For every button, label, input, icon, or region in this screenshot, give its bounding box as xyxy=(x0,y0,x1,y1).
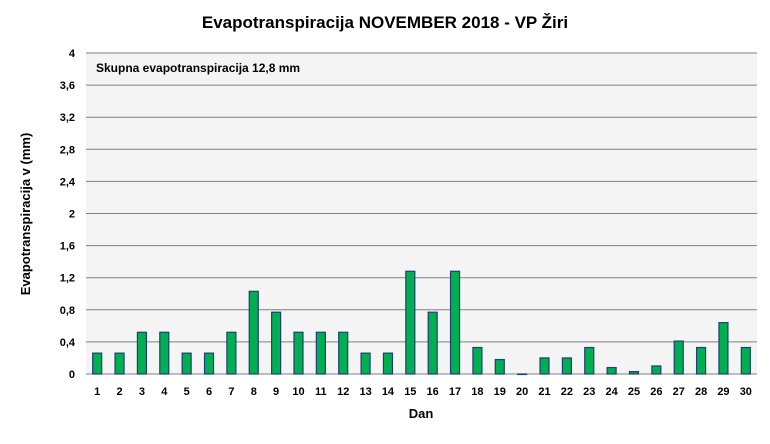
x-tick-label: 14 xyxy=(382,386,395,398)
y-tick-label: 1,2 xyxy=(60,273,75,285)
annotation-total: Skupna evapotranspiracija 12,8 mm xyxy=(96,61,300,75)
y-tick-label: 2,4 xyxy=(60,176,76,188)
x-tick-label: 27 xyxy=(673,386,685,398)
x-tick-label: 6 xyxy=(206,386,212,398)
bar-day-23 xyxy=(584,346,595,375)
bar-day-12 xyxy=(338,331,349,375)
bar-day-5 xyxy=(181,352,192,375)
bar-day-26 xyxy=(651,365,662,375)
x-tick-label: 12 xyxy=(337,386,349,398)
x-tick-label: 2 xyxy=(116,386,122,398)
x-tick-label: 26 xyxy=(650,386,662,398)
y-axis-label: Evapotranspiracija v (mm) xyxy=(18,133,33,296)
x-tick-label: 5 xyxy=(184,386,190,398)
bar-day-1 xyxy=(92,352,103,375)
x-tick-label: 20 xyxy=(516,386,528,398)
bar-day-4 xyxy=(159,331,170,375)
x-tick-label: 25 xyxy=(628,386,640,398)
bar-day-22 xyxy=(561,357,572,375)
y-tick-label: 0 xyxy=(69,369,75,381)
x-tick-label: 23 xyxy=(583,386,595,398)
bar-day-30 xyxy=(740,346,751,375)
bar-day-25 xyxy=(628,370,640,375)
x-tick-label: 24 xyxy=(605,386,618,398)
x-tick-label: 3 xyxy=(139,386,145,398)
y-tick-label: 3,2 xyxy=(60,112,75,124)
bar-day-21 xyxy=(539,357,550,375)
bar-day-9 xyxy=(271,311,282,375)
x-tick-label: 30 xyxy=(740,386,752,398)
y-tick-label: 1,6 xyxy=(60,241,75,253)
y-tick-label: 2 xyxy=(69,209,75,221)
x-tick-label: 22 xyxy=(561,386,573,398)
x-tick-label: 21 xyxy=(538,386,550,398)
x-tick-label: 28 xyxy=(695,386,707,398)
bar-day-15 xyxy=(405,270,416,375)
bar-day-10 xyxy=(293,331,304,375)
bar-day-29 xyxy=(718,322,729,375)
bar-day-27 xyxy=(673,340,684,375)
bar-day-24 xyxy=(606,366,617,375)
x-tick-label: 11 xyxy=(315,386,327,398)
bar-day-11 xyxy=(315,331,326,375)
x-tick-label: 8 xyxy=(251,386,257,398)
y-tick-label: 0,8 xyxy=(60,305,75,317)
bar-day-8 xyxy=(248,290,259,375)
x-tick-label: 29 xyxy=(717,386,729,398)
bar-day-20 xyxy=(517,373,528,376)
chart-title: Evapotranspiracija NOVEMBER 2018 - VP Ži… xyxy=(202,13,568,32)
x-tick-label: 19 xyxy=(494,386,506,398)
bar-day-3 xyxy=(136,331,148,375)
x-tick-label: 17 xyxy=(449,386,461,398)
x-tick-label: 10 xyxy=(292,386,304,398)
bar-day-7 xyxy=(226,331,237,375)
y-tick-label: 3,6 xyxy=(60,80,75,92)
bar-day-2 xyxy=(114,352,125,375)
bar-day-16 xyxy=(427,311,438,375)
x-tick-label: 18 xyxy=(471,386,483,398)
bar-day-18 xyxy=(472,346,483,375)
x-tick-label: 4 xyxy=(161,386,168,398)
bar-day-17 xyxy=(449,270,461,375)
bar-day-6 xyxy=(203,352,215,375)
y-tick-label: 4 xyxy=(69,48,76,60)
bar-day-19 xyxy=(494,358,505,375)
x-tick-label: 16 xyxy=(427,386,439,398)
x-tick-label: 15 xyxy=(404,386,416,398)
bar-day-14 xyxy=(382,352,394,375)
x-axis-label: Dan xyxy=(409,406,434,421)
y-tick-label: 0,4 xyxy=(60,337,76,349)
x-tick-label: 13 xyxy=(359,386,371,398)
bar-day-13 xyxy=(360,352,371,375)
x-tick-label: 7 xyxy=(228,386,234,398)
x-tick-label: 1 xyxy=(94,386,100,398)
y-tick-label: 2,8 xyxy=(60,144,75,156)
x-tick-label: 9 xyxy=(273,386,279,398)
bar-day-28 xyxy=(695,346,707,375)
